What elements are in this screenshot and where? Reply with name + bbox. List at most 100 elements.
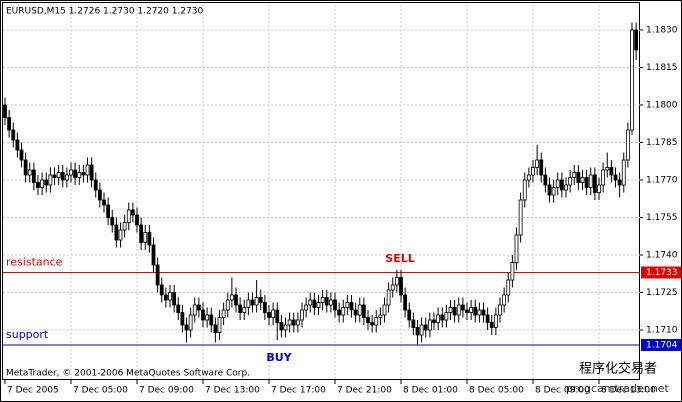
x-tick-label: 7 Dec 17:00 xyxy=(271,386,326,396)
candle-body xyxy=(163,294,168,301)
candle-body xyxy=(130,209,135,216)
candle-body xyxy=(192,304,197,316)
x-tick-label: 7 Dec 21:00 xyxy=(337,386,392,396)
candle-body xyxy=(7,117,12,131)
plot-border xyxy=(2,2,640,380)
candle-body xyxy=(609,167,614,176)
candle-body xyxy=(172,292,177,306)
candle-body xyxy=(89,164,94,181)
candle-body xyxy=(126,209,131,223)
candle-body xyxy=(564,184,568,191)
level-name: support xyxy=(6,328,49,341)
candle-body xyxy=(551,187,556,196)
candle-body xyxy=(64,174,69,181)
candle-body xyxy=(357,304,362,316)
candle-body xyxy=(184,324,189,331)
candle-body xyxy=(584,177,589,188)
watermark-url: progcamtrader.net xyxy=(566,382,670,395)
candle-body xyxy=(555,179,560,188)
candle-body xyxy=(386,289,391,306)
x-tick-label: 8 Dec 05:00 xyxy=(469,386,524,396)
candle-body xyxy=(436,314,441,323)
candle-body xyxy=(432,319,436,323)
candle-body xyxy=(81,172,86,176)
candle-body xyxy=(621,159,626,186)
candle-body xyxy=(349,302,354,311)
price-tag-label: 1.1733 xyxy=(646,268,678,278)
candle-body xyxy=(502,294,507,306)
candle-body xyxy=(27,169,32,176)
candle-body xyxy=(135,214,139,226)
candle-body xyxy=(547,184,552,196)
candle-body xyxy=(287,319,292,326)
candle-body xyxy=(345,302,350,308)
x-tick-label: 8 Dec 01:00 xyxy=(403,386,458,396)
x-tick-label: 7 Dec 05:00 xyxy=(73,386,128,396)
candle-body xyxy=(341,307,346,316)
candle-body xyxy=(312,299,317,308)
y-tick-label: 1.1815 xyxy=(646,63,678,73)
price-tag xyxy=(641,266,681,279)
sell-label: SELL xyxy=(385,252,414,265)
candle-body xyxy=(485,314,490,323)
candle-body xyxy=(460,304,465,311)
candle-body xyxy=(283,324,288,331)
header: EURUSD,M15 1.2726 1.2730 1.2720 1.2730 xyxy=(6,7,204,17)
candle-body xyxy=(176,304,181,313)
candle-body xyxy=(473,307,478,316)
candle-body xyxy=(456,304,461,316)
candle-body xyxy=(151,244,156,266)
footer: MetaTrader, © 2001-2006 MetaQuotes Softw… xyxy=(6,369,250,379)
candle-body xyxy=(106,204,111,218)
y-tick-label: 1.1770 xyxy=(646,176,678,186)
candle-body xyxy=(275,309,280,323)
y-tick-label: 1.1830 xyxy=(646,26,678,36)
candle-body xyxy=(316,302,321,308)
candle-body xyxy=(370,322,375,326)
candle-body xyxy=(526,174,531,181)
candle-body xyxy=(605,167,610,171)
candle-body xyxy=(196,304,201,311)
candle-body xyxy=(102,199,106,206)
candle-body xyxy=(155,264,160,286)
candle-body xyxy=(295,319,300,326)
x-tick-label: 7 Dec 13:00 xyxy=(205,386,260,396)
candle-body xyxy=(122,222,127,231)
candle-body xyxy=(576,172,581,183)
candle-body xyxy=(481,309,486,316)
candle-body xyxy=(506,279,511,296)
candle-body xyxy=(69,169,73,176)
y-tick-label: 1.1785 xyxy=(646,138,678,148)
candle-body xyxy=(221,309,226,318)
y-tick-label: 1.1725 xyxy=(646,288,678,298)
y-tick-label: 1.1740 xyxy=(646,251,678,261)
candle-body xyxy=(625,129,630,161)
candle-body xyxy=(378,314,383,318)
candle-body xyxy=(110,217,115,226)
candle-body xyxy=(52,174,57,178)
candle-body xyxy=(217,317,222,333)
candle-body xyxy=(597,184,601,193)
candle-body xyxy=(225,299,230,311)
candle-body xyxy=(324,297,329,306)
candle-body xyxy=(188,314,193,331)
candle-body xyxy=(31,169,36,183)
candle-body xyxy=(333,299,337,311)
candle-body xyxy=(427,319,432,331)
candle-body xyxy=(11,129,16,141)
x-tick-label: 8 Dec 13:00 xyxy=(601,386,656,396)
candle-body xyxy=(85,164,90,176)
y-tick-label: 1.1800 xyxy=(646,101,678,111)
candle-body xyxy=(44,179,49,186)
candle-body xyxy=(634,29,639,51)
candle-body xyxy=(15,139,20,151)
candle-body xyxy=(440,314,445,321)
candle-body xyxy=(353,309,358,316)
candle-body xyxy=(366,317,370,323)
candle-body xyxy=(118,229,123,241)
candle-body xyxy=(308,299,313,306)
candle-body xyxy=(328,299,333,306)
candle-body xyxy=(36,182,40,188)
candle-body xyxy=(419,324,424,336)
